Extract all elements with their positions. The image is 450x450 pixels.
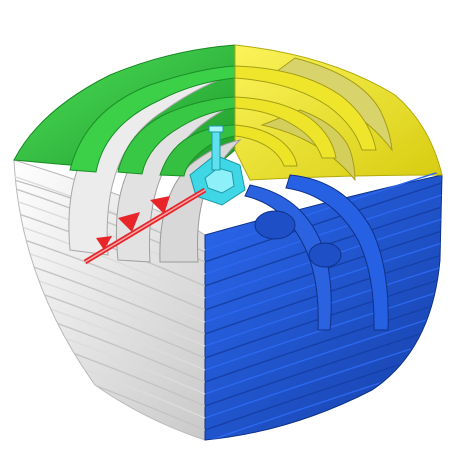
blue-layer-line [205, 313, 442, 395]
yellow-shells [234, 65, 377, 167]
white-layer-line [14, 234, 205, 311]
blue-layer-line [205, 181, 442, 263]
blue-shells [244, 174, 389, 331]
white-layer-line [14, 222, 205, 299]
blue-layer-line [205, 193, 442, 275]
blue-layer-line [205, 325, 442, 407]
white-layer-line [14, 246, 205, 323]
red-axle [83, 187, 207, 265]
blue-layer-line [205, 169, 442, 251]
blue-layer-line [205, 301, 442, 383]
white-layer-line [14, 426, 205, 440]
